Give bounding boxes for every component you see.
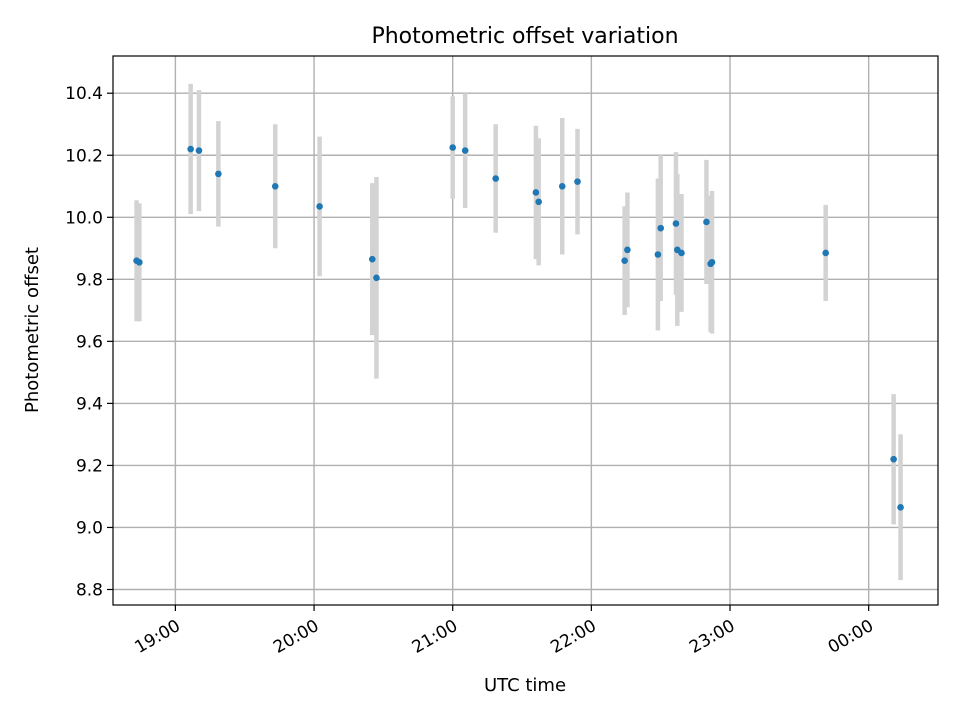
data-point — [535, 198, 542, 206]
y-tick-label: 10.4 — [65, 84, 103, 104]
y-tick-label: 9.6 — [76, 332, 103, 352]
y-tick-label: 10.0 — [65, 208, 103, 228]
data-point — [574, 178, 581, 185]
plot-frame — [112, 55, 939, 606]
data-point — [822, 249, 829, 257]
data-point — [195, 147, 203, 154]
data-point — [368, 255, 376, 263]
data-point — [678, 249, 685, 257]
y-tick-label: 9.2 — [76, 456, 103, 476]
data-point — [654, 251, 662, 258]
data-point — [657, 224, 664, 232]
data-point — [492, 175, 499, 182]
data-point — [271, 182, 279, 190]
data-point — [621, 257, 628, 265]
y-tick-label: 10.2 — [65, 146, 103, 166]
data-point — [890, 455, 897, 463]
y-tick-label: 9.8 — [76, 270, 103, 290]
data-point — [703, 218, 710, 226]
data-points — [133, 144, 904, 511]
data-point — [187, 145, 194, 153]
data-point — [215, 170, 222, 178]
x-axis-label: UTC time — [484, 675, 566, 696]
data-point — [316, 203, 323, 210]
y-tick-label: 8.8 — [76, 580, 103, 600]
data-point — [708, 258, 716, 266]
chart-title: Photometric offset variation — [371, 24, 678, 49]
data-point — [449, 144, 457, 151]
data-point — [897, 503, 904, 511]
y-tick-label: 9.4 — [76, 394, 103, 414]
data-point — [672, 220, 680, 227]
data-point — [624, 246, 631, 254]
y-tick-label: 9.0 — [76, 518, 103, 538]
y-axis: 8.8 9.0 9.2 9.4 9.6 9.8 10.0 10.2 10.4 — [65, 84, 113, 600]
data-point — [373, 274, 380, 282]
data-point — [558, 182, 566, 190]
data-point — [532, 189, 540, 196]
data-point — [136, 258, 143, 266]
data-point — [461, 147, 469, 154]
y-axis-label: Photometric offset — [22, 247, 43, 413]
plot-area — [113, 56, 938, 605]
